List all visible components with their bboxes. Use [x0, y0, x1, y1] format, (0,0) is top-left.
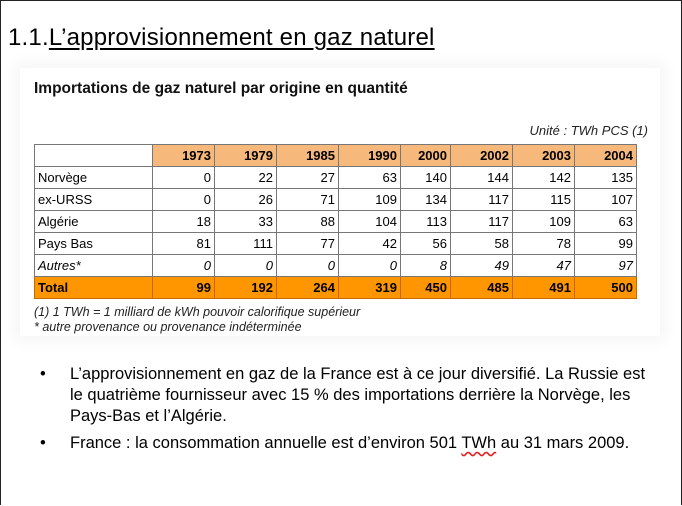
bullet-text-end: au 31 mars 2009. — [496, 434, 630, 452]
table-cell: 107 — [574, 188, 637, 211]
table-row-total: Total 99 192 264 319 450 485 491 500 — [34, 276, 637, 299]
row-label: Autres* — [34, 254, 153, 277]
table-cell: 49 — [450, 254, 513, 277]
table-cell: 88 — [276, 210, 339, 233]
footnote-2: * autre provenance ou provenance indéter… — [34, 320, 302, 334]
table-cell: 144 — [450, 166, 513, 189]
table-cell: 319 — [338, 276, 401, 299]
table-cell: 99 — [152, 276, 215, 299]
table-cell: 56 — [400, 232, 451, 255]
column-header: 1979 — [214, 144, 277, 167]
table-cell: 111 — [214, 232, 277, 255]
table-notes: (1) 1 TWh = 1 milliard de kWh pouvoir ca… — [34, 305, 360, 335]
bullet-text-start: France : la consommation annuelle est d’… — [70, 434, 462, 452]
bullet-item-1: • L’approvisionnement en gaz de la Franc… — [28, 364, 648, 427]
row-label: Total — [34, 276, 153, 299]
table-cell: 450 — [400, 276, 451, 299]
spellcheck-flagged-word[interactable]: TWh — [461, 434, 497, 452]
table-figure: Importations de gaz naturel par origine … — [20, 68, 660, 336]
slide-title: L’approvisionnement en gaz naturel — [48, 24, 435, 51]
slide-heading: 1.1.L’approvisionnement en gaz naturel — [8, 24, 435, 52]
table-cell: 117 — [450, 188, 513, 211]
column-header: 1990 — [338, 144, 401, 167]
imports-table: 1973 1979 1985 1990 2000 2002 2003 2004 … — [34, 144, 637, 299]
column-header: 1985 — [276, 144, 339, 167]
table-cell: 135 — [574, 166, 637, 189]
table-cell: 26 — [214, 188, 277, 211]
figure-title: Importations de gaz naturel par origine … — [34, 80, 408, 97]
table-cell: 22 — [214, 166, 277, 189]
header-corner — [34, 144, 153, 167]
table-cell: 142 — [512, 166, 575, 189]
table-row-autres: Autres* 0 0 0 0 8 49 47 97 — [34, 254, 637, 277]
table-cell: 81 — [152, 232, 215, 255]
table-cell: 109 — [512, 210, 575, 233]
table-cell: 0 — [152, 188, 215, 211]
table-cell: 78 — [512, 232, 575, 255]
table-cell: 0 — [214, 254, 277, 277]
row-label: Norvège — [34, 166, 153, 189]
table-cell: 0 — [152, 254, 215, 277]
table-cell: 500 — [574, 276, 637, 299]
column-header: 1973 — [152, 144, 215, 167]
column-header: 2002 — [450, 144, 513, 167]
table-cell: 140 — [400, 166, 451, 189]
table-cell: 0 — [152, 166, 215, 189]
table-cell: 77 — [276, 232, 339, 255]
table-cell: 109 — [338, 188, 401, 211]
table-cell: 491 — [512, 276, 575, 299]
table-cell: 99 — [574, 232, 637, 255]
table-cell: 134 — [400, 188, 451, 211]
table-cell: 71 — [276, 188, 339, 211]
column-header: 2000 — [400, 144, 451, 167]
table-cell: 192 — [214, 276, 277, 299]
row-label: Pays Bas — [34, 232, 153, 255]
table-cell: 33 — [214, 210, 277, 233]
table-cell: 42 — [338, 232, 401, 255]
table-cell: 0 — [276, 254, 339, 277]
table-row-pays-bas: Pays Bas 81 111 77 42 56 58 78 99 — [34, 232, 637, 255]
bullet-item-2: • France : la consommation annuelle est … — [28, 433, 648, 454]
table-cell: 104 — [338, 210, 401, 233]
table-cell: 0 — [338, 254, 401, 277]
bullet-icon: • — [40, 434, 46, 452]
table-cell: 47 — [512, 254, 575, 277]
table-cell: 63 — [574, 210, 637, 233]
table-cell: 63 — [338, 166, 401, 189]
bullet-icon: • — [40, 365, 46, 383]
table-cell: 58 — [450, 232, 513, 255]
table-cell: 113 — [400, 210, 451, 233]
table-row-ex-urss: ex-URSS 0 26 71 109 134 117 115 107 — [34, 188, 637, 211]
table-row-norvege: Norvège 0 22 27 63 140 144 142 135 — [34, 166, 637, 189]
bullet-list: • L’approvisionnement en gaz de la Franc… — [28, 364, 648, 460]
table-cell: 97 — [574, 254, 637, 277]
row-label: Algérie — [34, 210, 153, 233]
table-cell: 8 — [400, 254, 451, 277]
unit-label: Unité : TWh PCS (1) — [529, 123, 648, 138]
table-row-algerie: Algérie 18 33 88 104 113 117 109 63 — [34, 210, 637, 233]
table-cell: 115 — [512, 188, 575, 211]
table-cell: 27 — [276, 166, 339, 189]
table-header-row: 1973 1979 1985 1990 2000 2002 2003 2004 — [34, 144, 637, 167]
table-cell: 117 — [450, 210, 513, 233]
slide-number: 1.1. — [8, 24, 49, 51]
bullet-text: L’approvisionnement en gaz de la France … — [70, 365, 646, 425]
column-header: 2004 — [574, 144, 637, 167]
row-label: ex-URSS — [34, 188, 153, 211]
table-cell: 264 — [276, 276, 339, 299]
column-header: 2003 — [512, 144, 575, 167]
footnote-1: (1) 1 TWh = 1 milliard de kWh pouvoir ca… — [34, 305, 361, 319]
table-cell: 18 — [152, 210, 215, 233]
table-cell: 485 — [450, 276, 513, 299]
